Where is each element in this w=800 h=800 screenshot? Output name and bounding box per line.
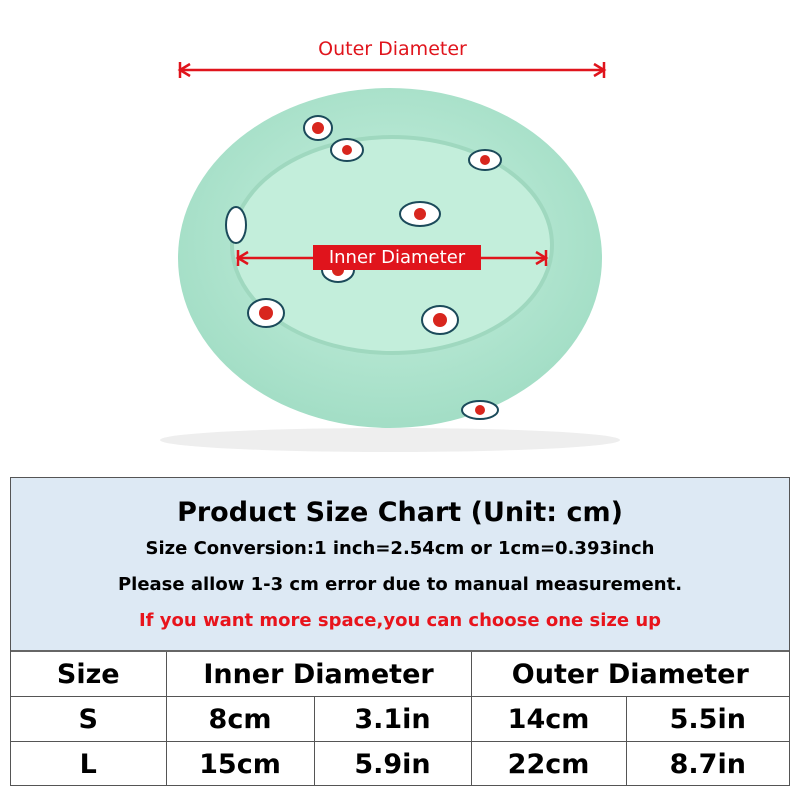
pet-bed-illustration [160, 62, 620, 452]
size-cell: S [11, 696, 167, 742]
inner-diameter-label: Inner Diameter [313, 245, 481, 270]
header-outer-diameter: Outer Diameter [470, 652, 790, 697]
header-size: Size [11, 652, 167, 697]
size-chart-header: Product Size Chart (Unit: cm) Size Conve… [11, 478, 789, 652]
size-chart-title: Product Size Chart (Unit: cm) [177, 497, 623, 528]
table-row: S 8cm 3.1in 14cm 5.5in [11, 696, 790, 742]
header-inner-diameter: Inner Diameter [165, 652, 472, 697]
outer-cm-cell: 14cm [470, 696, 627, 742]
measurement-error-note: Please allow 1-3 cm error due to manual … [117, 574, 683, 595]
product-photo: Outer Diameter Inner Diameter [160, 38, 620, 452]
outer-in-cell: 5.5in [625, 696, 790, 742]
outer-in-cell: 8.7in [625, 741, 790, 786]
size-cell: L [11, 741, 167, 786]
size-conversion-note: Size Conversion:1 inch=2.54cm or 1cm=0.3… [145, 538, 655, 559]
table-row: L 15cm 5.9in 22cm 8.7in [11, 741, 790, 786]
inner-cm-cell: 15cm [165, 741, 315, 786]
outer-cm-cell: 22cm [470, 741, 627, 786]
outer-diameter-label: Outer Diameter [318, 38, 467, 60]
table-header-row: Size Inner Diameter Outer Diameter [11, 652, 790, 697]
size-table: Size Inner Diameter Outer Diameter S 8cm… [11, 652, 790, 786]
inner-cm-cell: 8cm [165, 696, 315, 742]
inner-in-cell: 3.1in [313, 696, 472, 742]
inner-in-cell: 5.9in [313, 741, 472, 786]
size-chart: Product Size Chart (Unit: cm) Size Conve… [10, 477, 790, 786]
size-up-tip: If you want more space,you can choose on… [138, 610, 662, 631]
